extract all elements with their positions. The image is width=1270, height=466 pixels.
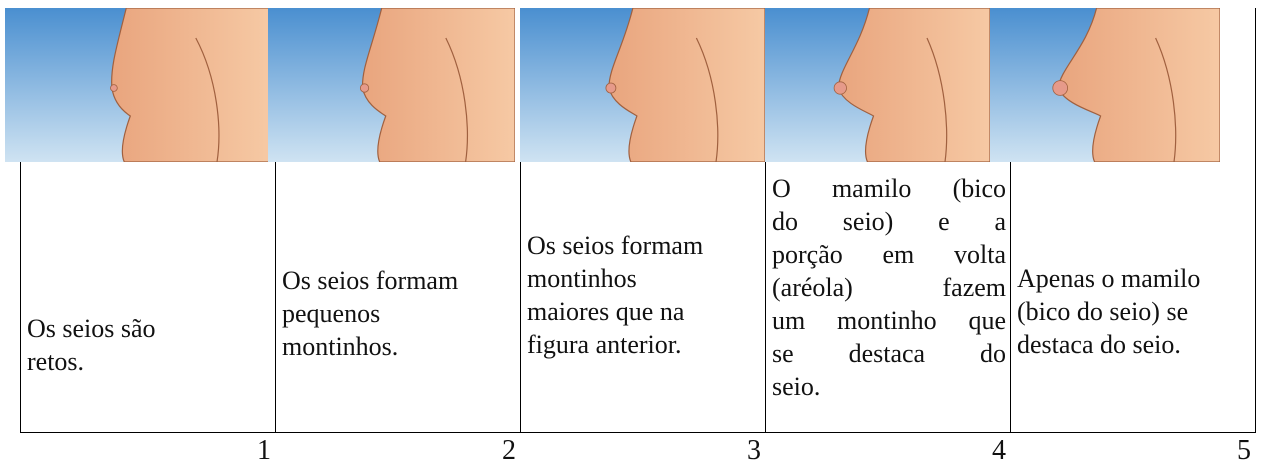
- text-line: destaca do seio.: [1017, 330, 1181, 359]
- stage-number: 3: [747, 435, 761, 466]
- text-line: figura anterior.: [527, 330, 682, 359]
- text-line: Os seios formam: [527, 231, 704, 260]
- text-line: se destaca do: [772, 339, 1006, 368]
- cell-text: Apenas o mamilo (bico do seio) se destaca …: [1017, 262, 1251, 361]
- stage-illustration: [765, 8, 990, 162]
- stage-number: 4: [992, 435, 1006, 466]
- text-line: montinhos.: [282, 332, 399, 361]
- text-line: (bico do seio) se: [1017, 297, 1189, 326]
- right-rule: [1255, 8, 1256, 432]
- text-line: montinhos: [527, 264, 637, 293]
- text-line: do seio) e a: [772, 207, 1006, 236]
- text-cell: Os seios formam pequenos montinhos.: [275, 162, 520, 432]
- text-cell: Os seios são retos.: [20, 162, 275, 432]
- text-line: retos.: [27, 347, 85, 376]
- text-line: Apenas o mamilo: [1017, 264, 1201, 293]
- text-line: seio.: [772, 372, 821, 401]
- text-cell: O mamilo (bico do seio) e a porção em volt…: [765, 162, 1010, 432]
- text-line: Os seios formam: [282, 266, 459, 295]
- stage-illustration: [268, 8, 515, 162]
- stage-number: 1: [257, 435, 271, 466]
- text-line: (aréola) fazem: [772, 273, 1006, 302]
- text-line: maiores que na: [527, 297, 685, 326]
- cell-text: O mamilo (bico do seio) e a porção em volt…: [772, 172, 1006, 403]
- stage-number: 5: [1237, 435, 1251, 466]
- cell-text: Os seios são retos.: [27, 312, 271, 378]
- text-line: um montinho que: [772, 306, 1006, 335]
- stage-illustration: [5, 8, 270, 162]
- stage-illustration: [990, 8, 1220, 162]
- cell-text: Os seios formam pequenos montinhos.: [282, 264, 516, 363]
- text-cell: Apenas o mamilo (bico do seio) se destaca …: [1010, 162, 1255, 432]
- bottom-rule: [20, 432, 1256, 433]
- text-line: pequenos: [282, 299, 381, 328]
- text-line: porção em volta: [772, 240, 1006, 269]
- text-line: O mamilo (bico: [772, 174, 1006, 203]
- cell-text: Os seios formam montinhos maiores que na fi…: [527, 229, 761, 361]
- text-line: Os seios são: [27, 314, 156, 343]
- stage-number: 2: [502, 435, 516, 466]
- stage-illustration: [520, 8, 765, 162]
- text-cell: Os seios formam montinhos maiores que na fi…: [520, 162, 765, 432]
